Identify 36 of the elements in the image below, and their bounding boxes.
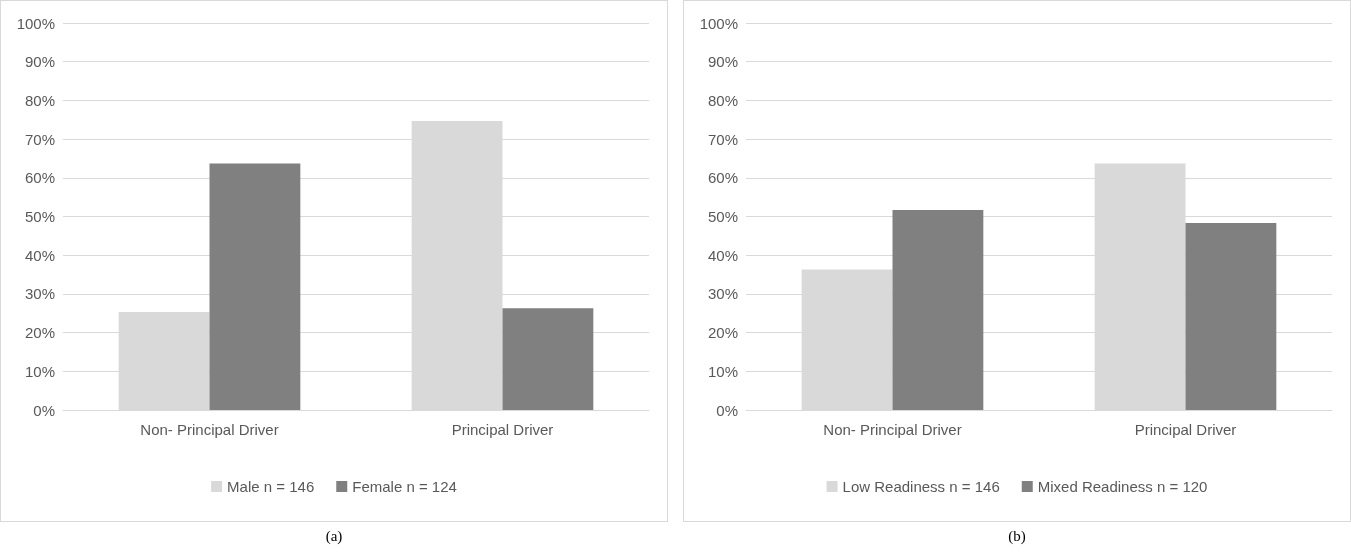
legend-label: Male n = 146 [227,478,315,495]
y-tick-label: 40% [707,246,738,264]
text: (a) [324,528,344,545]
y-tick-label: 20% [24,324,55,342]
y-tick-label: 50% [24,208,55,225]
y-tick-label: 30% [707,285,738,303]
y-tick-label: 80% [707,91,738,109]
y-tick-label: 90% [707,53,738,71]
y-tick-label: 90% [24,53,55,71]
text: (b) [1007,528,1027,545]
legend-label: Low Readiness n = 146 [842,478,1000,495]
y-tick-label: 20% [707,324,738,342]
y-tick-label: 60% [24,169,55,187]
legend-label: Mixed Readiness n = 120 [1037,478,1208,495]
y-tick-label: 50% [707,208,738,225]
x-tick-label: Principal Driver [1134,421,1237,438]
y-tick-label: 0% [33,401,55,419]
bar [502,308,594,410]
y-tick-label: 70% [24,130,55,148]
y-tick-label: 40% [24,246,55,264]
bar [1185,223,1277,410]
y-tick-label: 100% [16,14,55,32]
y-tick-label: 70% [707,130,738,148]
x-tick-label: Principal Driver [451,421,554,438]
y-tick-label: 0% [716,401,738,419]
y-tick-label: 80% [24,91,55,109]
bar [892,209,984,410]
bar [209,163,301,410]
y-tick-label: 10% [24,362,55,380]
legend-label: Female n = 124 [352,478,457,495]
y-tick-label: 60% [707,169,738,187]
y-tick-label: 100% [699,14,738,32]
y-tick-label: 30% [24,285,55,303]
y-tick-label: 10% [707,362,738,380]
x-tick-label: Non- Principal Driver [823,421,962,438]
x-tick-label: Non- Principal Driver [140,421,279,438]
